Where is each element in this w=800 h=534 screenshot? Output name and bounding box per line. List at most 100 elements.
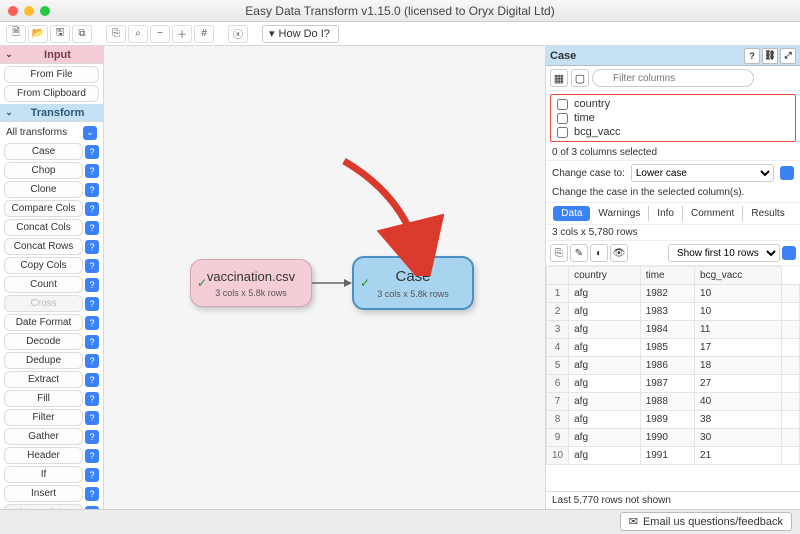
sidebar-transform-interpolate: Interpolate	[4, 504, 83, 509]
sidebar-transform-count[interactable]: Count	[4, 276, 83, 293]
open-file-button[interactable]: 📂	[28, 25, 48, 43]
tab-comment[interactable]: Comment	[683, 206, 743, 221]
column-header[interactable]	[547, 267, 569, 285]
zoom-in-button[interactable]: ＋	[172, 25, 192, 43]
sidebar-transform-concat-cols[interactable]: Concat Cols	[4, 219, 83, 236]
sidebar-transform-case[interactable]: Case	[4, 143, 83, 160]
minimize-icon[interactable]	[24, 6, 34, 16]
table-row[interactable]: 3afg198411	[547, 321, 800, 339]
expand-icon[interactable]: ⤢	[780, 48, 796, 64]
transform-node-case[interactable]: ✓ Case 3 cols x 5.8k rows	[352, 256, 474, 310]
table-row[interactable]: 1afg198210	[547, 285, 800, 303]
table-row[interactable]: 4afg198517	[547, 339, 800, 357]
sidebar-transform-compare-cols[interactable]: Compare Cols	[4, 200, 83, 217]
tab-info[interactable]: Info	[649, 206, 683, 221]
sidebar-transform-gather[interactable]: Gather	[4, 428, 83, 445]
sidebar-transform-extract[interactable]: Extract	[4, 371, 83, 388]
help-icon[interactable]: ?	[85, 354, 99, 368]
column-checkbox[interactable]	[557, 113, 568, 124]
table-row[interactable]: 7afg198840	[547, 393, 800, 411]
table-row[interactable]: 9afg199030	[547, 429, 800, 447]
help-icon[interactable]: ?	[85, 487, 99, 501]
column-header[interactable]: country	[569, 267, 641, 285]
help-icon[interactable]: ?	[85, 506, 99, 510]
column-header[interactable]: bcg_vacc	[695, 267, 782, 285]
panel-title: Case	[550, 50, 742, 62]
sidebar-transform-header[interactable]: Header	[4, 447, 83, 464]
tab-results[interactable]: Results	[743, 206, 792, 221]
help-icon[interactable]: ?	[85, 468, 99, 482]
help-icon[interactable]: ?	[85, 316, 99, 330]
sidebar-transform-concat-rows[interactable]: Concat Rows	[4, 238, 83, 255]
help-icon[interactable]: ?	[85, 411, 99, 425]
help-icon[interactable]: ?	[85, 240, 99, 254]
save-as-button[interactable]: ⧉	[72, 25, 92, 43]
help-icon[interactable]: ?	[744, 48, 760, 64]
preview-button[interactable]: 👁	[610, 244, 628, 262]
column-item-country[interactable]: country	[551, 97, 795, 111]
save-button[interactable]: 🖫	[50, 25, 70, 43]
table-row[interactable]: 2afg198310	[547, 303, 800, 321]
select-none-button[interactable]: ▢	[571, 69, 589, 87]
edit-table-button[interactable]: ✎	[570, 244, 588, 262]
table-row[interactable]: 8afg198938	[547, 411, 800, 429]
new-file-button[interactable]: 🗎	[6, 25, 26, 43]
column-header[interactable]: time	[640, 267, 694, 285]
help-icon[interactable]: ?	[85, 335, 99, 349]
help-icon[interactable]: ?	[85, 221, 99, 235]
sidebar-transform-dedupe[interactable]: Dedupe	[4, 352, 83, 369]
grid-button[interactable]: #	[194, 25, 214, 43]
sidebar-transform-fill[interactable]: Fill	[4, 390, 83, 407]
sidebar-transform-filter[interactable]: Filter	[4, 409, 83, 426]
help-icon[interactable]: ?	[85, 392, 99, 406]
column-item-bcg_vacc[interactable]: bcg_vacc	[551, 125, 795, 139]
toggle-view-button[interactable]: ◐	[590, 244, 608, 262]
close-icon[interactable]	[8, 6, 18, 16]
help-icon[interactable]: ?	[85, 297, 99, 311]
change-case-select[interactable]: Lower case	[631, 164, 774, 182]
delete-button[interactable]: ⓧ	[228, 25, 248, 43]
all-transforms-dropdown[interactable]: All transforms⌄	[4, 124, 99, 141]
email-feedback-button[interactable]: ✉ Email us questions/feedback	[620, 512, 792, 531]
help-icon[interactable]: ?	[85, 430, 99, 444]
sidebar-transform-clone[interactable]: Clone	[4, 181, 83, 198]
sidebar-transform-copy-cols[interactable]: Copy Cols	[4, 257, 83, 274]
table-row[interactable]: 6afg198727	[547, 375, 800, 393]
canvas[interactable]: ✓ vaccination.csv 3 cols x 5.8k rows ✓ C…	[104, 46, 546, 509]
sidebar-input-from-clipboard[interactable]: From Clipboard	[4, 85, 99, 102]
filter-columns-input[interactable]	[592, 69, 754, 87]
sidebar-transform-date-format[interactable]: Date Format	[4, 314, 83, 331]
copy-table-button[interactable]: ⎘	[550, 244, 568, 262]
sidebar-transform-chop[interactable]: Chop	[4, 162, 83, 179]
how-do-i-dropdown[interactable]: ▾How Do I?	[262, 25, 339, 43]
sidebar-transform-if[interactable]: If	[4, 466, 83, 483]
help-icon[interactable]: ?	[85, 278, 99, 292]
column-checkbox[interactable]	[557, 99, 568, 110]
column-checkbox[interactable]	[557, 127, 568, 138]
sidebar-transform-insert[interactable]: Insert	[4, 485, 83, 502]
tab-warnings[interactable]: Warnings	[590, 206, 649, 221]
zoom-icon[interactable]	[40, 6, 50, 16]
input-section-header[interactable]: ⌄Input	[0, 46, 103, 64]
table-row[interactable]: 10afg199121	[547, 447, 800, 465]
zoom-out-button[interactable]: −	[150, 25, 170, 43]
help-icon[interactable]: ?	[85, 202, 99, 216]
copy-button[interactable]: ⎘	[106, 25, 126, 43]
help-icon[interactable]: ?	[85, 449, 99, 463]
help-icon[interactable]: ?	[85, 145, 99, 159]
help-icon[interactable]: ?	[85, 164, 99, 178]
help-icon[interactable]: ?	[85, 183, 99, 197]
table-row[interactable]: 5afg198618	[547, 357, 800, 375]
sidebar-transform-decode[interactable]: Decode	[4, 333, 83, 350]
zoom-fit-button[interactable]: ⌕	[128, 25, 148, 43]
column-item-time[interactable]: time	[551, 111, 795, 125]
transform-section-header[interactable]: ⌄Transform	[0, 104, 103, 122]
input-node-vaccination[interactable]: ✓ vaccination.csv 3 cols x 5.8k rows	[190, 259, 312, 307]
show-rows-select[interactable]: Show first 10 rows	[668, 244, 780, 262]
sidebar-input-from-file[interactable]: From File	[4, 66, 99, 83]
help-icon[interactable]: ?	[85, 259, 99, 273]
link-icon[interactable]: ⛓	[762, 48, 778, 64]
select-all-button[interactable]: ▦	[550, 69, 568, 87]
tab-data[interactable]: Data	[553, 206, 590, 221]
help-icon[interactable]: ?	[85, 373, 99, 387]
